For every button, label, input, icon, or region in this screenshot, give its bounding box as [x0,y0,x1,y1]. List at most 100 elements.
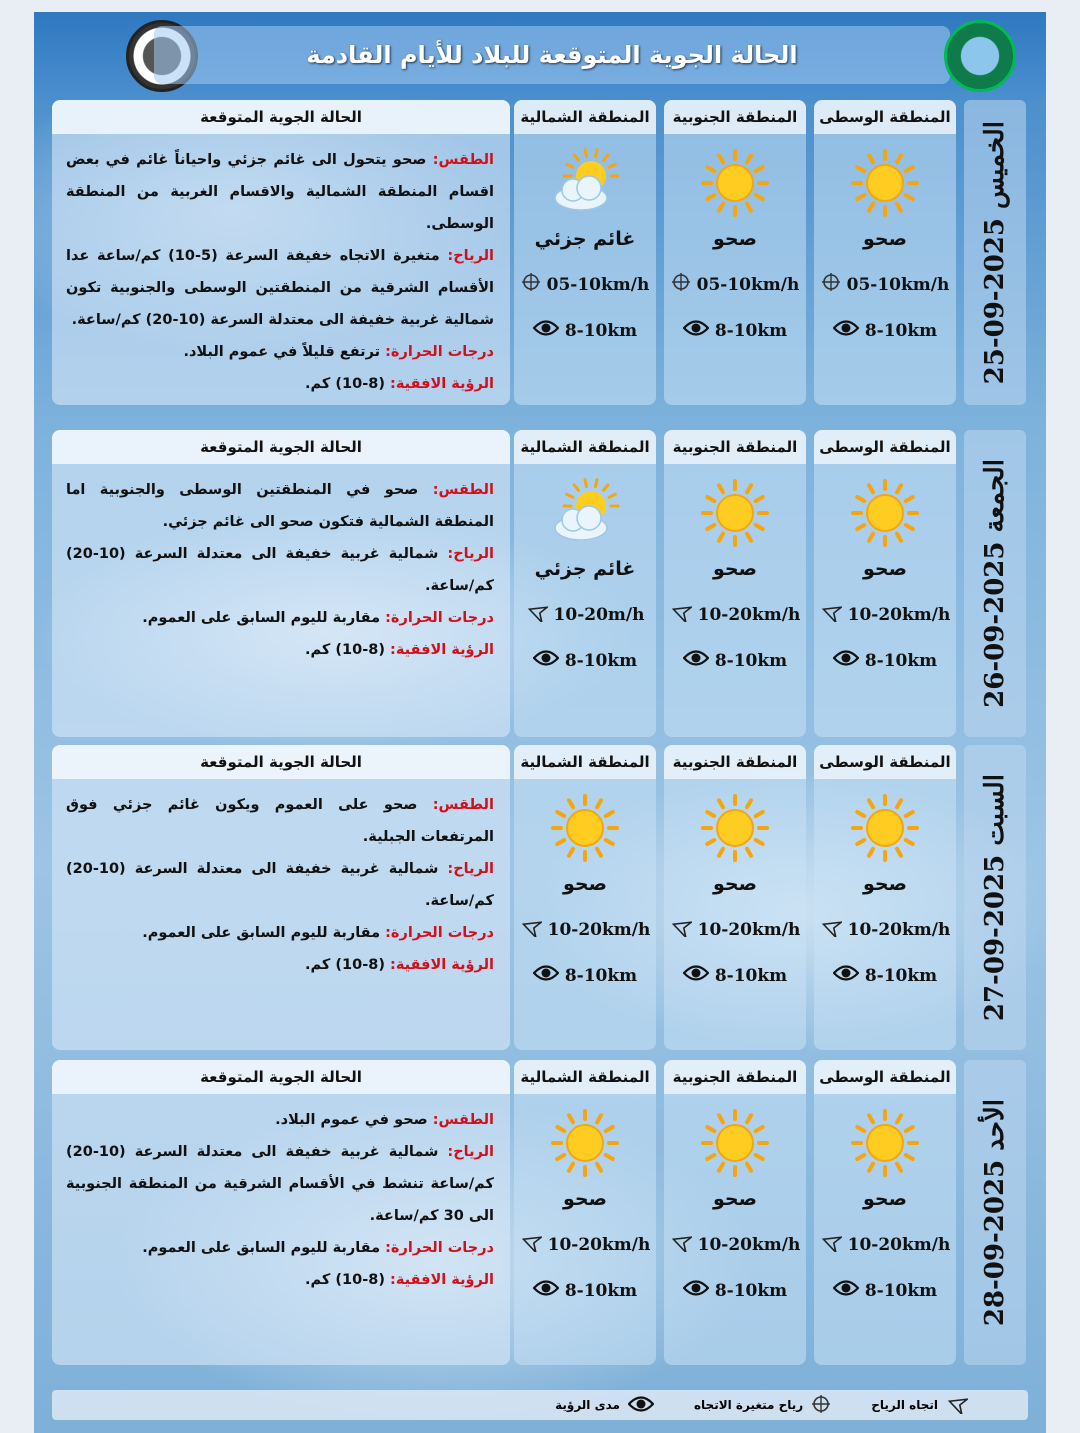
region-name: المنطقة الجنوبية [664,100,806,134]
visibility: 8-10km [514,964,656,987]
paragraph-body: صحو على العموم ويكون غائم جزئي فوق المرت… [66,797,494,845]
paragraph-body: مقاربة لليوم السابق على العموم. [142,925,381,941]
day-date: الخميس 2025-09-25 [964,100,1026,405]
paragraph-body: (8-10) كم. [305,1272,385,1288]
sun-icon [664,1108,806,1178]
wind-speed: 10-20km/h [514,1232,656,1257]
wind-direction-icon [670,1232,694,1257]
wind-direction-icon [820,1232,844,1257]
forecast-paragraph: الرؤية الافقية: (8-10) كم. [66,949,494,981]
wind-speed: 10-20km/h [664,917,806,942]
paragraph-label: الرؤية الافقية: [390,376,494,392]
panel-title: الحالة الجوية المتوقعة [52,1060,510,1094]
paragraph-label: درجات الحرارة: [385,344,494,360]
forecast-paragraph: درجات الحرارة: مقاربة لليوم السابق على ا… [66,602,494,634]
paragraph-label: الطقس: [432,1112,494,1128]
paragraph-label: درجات الحرارة: [385,1240,494,1256]
eye-icon [532,1279,560,1302]
visibility: 8-10km [664,964,806,987]
paragraph-label: الرياح: [447,1144,494,1160]
variable-wind-icon [521,272,541,297]
wind-direction-icon [820,917,844,942]
region-name: المنطقة الجنوبية [664,430,806,464]
region-name: المنطقة الشمالية [514,430,656,464]
eye-icon [627,1395,655,1416]
visibility: 8-10km [514,649,656,672]
wind-direction-icon [520,917,544,942]
sun-icon [664,793,806,863]
paragraph-body: شمالية غربية خفيفة الى معتدلة السرعة (10… [66,861,494,909]
eye-icon [682,649,710,672]
paragraph-label: الرؤية الافقية: [390,1272,494,1288]
paragraph-body: مقاربة لليوم السابق على العموم. [142,610,381,626]
region-card: المنطقة الجنوبية صحو 10-20km/h 8-10km [664,430,806,737]
region-card: المنطقة الشمالية غائم جزئي 05-10km/h 8-1… [514,100,656,405]
visibility: 8-10km [814,319,956,342]
visibility: 8-10km [814,964,956,987]
forecast-paragraph: الرياح: متغيرة الاتجاه خفيفة السرعة (5-1… [66,240,494,336]
day-date: الأحد 2025-09-28 [964,1060,1026,1365]
panel-title: الحالة الجوية المتوقعة [52,745,510,779]
paragraph-label: الرؤية الافقية: [390,642,494,658]
paragraph-label: الرياح: [447,546,494,562]
wind-direction-icon [820,602,844,627]
forecast-paragraph: الرياح: شمالية غربية خفيفة الى معتدلة ال… [66,1136,494,1232]
paragraph-body: صحو في عموم البلاد. [275,1112,428,1128]
forecast-text-panel: الحالة الجوية المتوقعة الطقس: صحو في المن… [52,430,510,737]
condition: صحو [713,558,757,580]
paragraph-body: صحو يتحول الى غائم جزئي واحياناً غائم في… [66,152,494,232]
forecast-paragraph: الرؤية الافقية: (8-10) كم. [66,634,494,666]
condition: صحو [863,558,907,580]
wind-speed: 10-20km/h [814,917,956,942]
region-card: المنطقة الجنوبية صحو 10-20km/h 8-10km [664,745,806,1050]
wind-direction-icon [670,917,694,942]
paragraph-body: شمالية غربية خفيفة الى معتدلة السرعة (10… [66,546,494,594]
forecast-paragraph: الرؤية الافقية: (8-10) كم. [66,368,494,400]
wind-speed: 05-10km/h [514,272,656,297]
condition: صحو [863,1188,907,1210]
condition: صحو [863,873,907,895]
paragraph-body: شمالية غربية خفيفة الى معتدلة السرعة (10… [66,1144,494,1224]
header: الحالة الجوية المتوقعة للبلاد للأيام الق… [34,12,1046,100]
sun-icon [514,793,656,863]
eye-icon [832,319,860,342]
region-card: المنطقة الشمالية غائم جزئي 10-20m/h 8-10… [514,430,656,737]
region-name: المنطقة الوسطى [814,100,956,134]
sun-icon [514,1108,656,1178]
region-card: المنطقة الجنوبية صحو 10-20km/h 8-10km [664,1060,806,1365]
condition: صحو [713,873,757,895]
visibility: 8-10km [814,1279,956,1302]
visibility: 8-10km [664,649,806,672]
condition: غائم جزئي [534,228,636,250]
forecast-paragraph: الطقس: صحو في عموم البلاد. [66,1104,494,1136]
condition: صحو [713,1188,757,1210]
paragraph-body: متغيرة الاتجاه خفيفة السرعة (5-10) كم/سا… [66,248,494,328]
sun-icon [814,1108,956,1178]
variable-wind-icon [821,272,841,297]
wind-direction-icon [520,1232,544,1257]
page-title: الحالة الجوية المتوقعة للبلاد للأيام الق… [154,26,950,84]
forecast-paragraph: الرؤية الافقية: (8-10) كم. [66,1264,494,1296]
eye-icon [832,1279,860,1302]
wind-speed: 10-20km/h [664,1232,806,1257]
region-name: المنطقة الوسطى [814,430,956,464]
paragraph-label: درجات الحرارة: [385,925,494,941]
paragraph-label: الرياح: [447,248,494,264]
region-name: المنطقة الجنوبية [664,1060,806,1094]
wind-speed: 10-20km/h [514,917,656,942]
forecast-text-panel: الحالة الجوية المتوقعة الطقس: صحو يتحول ا… [52,100,510,405]
region-card: المنطقة الوسطى صحو 05-10km/h 8-10km [814,100,956,405]
region-name: المنطقة الشمالية [514,1060,656,1094]
region-card: المنطقة الوسطى صحو 10-20km/h 8-10km [814,1060,956,1365]
wind-direction-icon [670,602,694,627]
visibility: 8-10km [664,1279,806,1302]
forecast-paragraph: درجات الحرارة: مقاربة لليوم السابق على ا… [66,1232,494,1264]
legend-visibility: مدى الرؤية [555,1395,655,1416]
paragraph-label: الطقس: [432,482,494,498]
paragraph-body: (8-10) كم. [305,376,385,392]
region-name: المنطقة الجنوبية [664,745,806,779]
visibility: 8-10km [514,1279,656,1302]
paragraph-body: (8-10) كم. [305,957,385,973]
partly-cloudy-icon [514,478,656,548]
condition: صحو [863,228,907,250]
